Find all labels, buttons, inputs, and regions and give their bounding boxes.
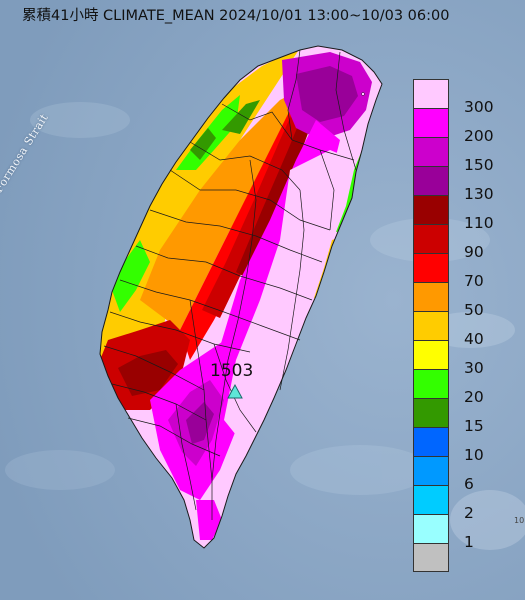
legend-label: 110 xyxy=(464,214,494,232)
legend-swatch xyxy=(413,224,449,253)
legend-label: 6 xyxy=(464,475,474,493)
station-value-label: 1503 xyxy=(210,361,254,381)
legend-swatch xyxy=(413,456,449,485)
band-20-west xyxy=(112,240,150,312)
legend-label: 1 xyxy=(464,533,474,551)
legend-swatch xyxy=(413,311,449,340)
legend-label: 70 xyxy=(464,272,484,290)
legend-label: 15 xyxy=(464,417,484,435)
band-110 xyxy=(236,106,316,280)
boundary-lines xyxy=(99,45,383,549)
legend-label: 50 xyxy=(464,301,484,319)
map-title: 累積41小時 CLIMATE_MEAN 2024/10/01 13:00~10/… xyxy=(22,8,450,24)
corner-mark: 10 xyxy=(514,516,525,525)
station-marker-icon xyxy=(227,383,243,399)
legend-label: 200 xyxy=(464,127,494,145)
legend-label: 40 xyxy=(464,330,484,348)
legend-label: 130 xyxy=(464,185,494,203)
legend-swatch xyxy=(413,137,449,166)
band-90 xyxy=(202,96,312,318)
legend-label: 150 xyxy=(464,156,494,174)
legend-label: 2 xyxy=(464,504,474,522)
band-15 xyxy=(190,128,216,160)
legend-swatch xyxy=(413,543,449,572)
legend-swatch xyxy=(413,340,449,369)
band-200-tip xyxy=(196,500,222,540)
band-130-ne xyxy=(296,66,358,122)
band-50 xyxy=(140,90,300,330)
band-130-south xyxy=(186,402,214,444)
legend-swatch xyxy=(413,195,449,224)
legend-swatch xyxy=(413,398,449,427)
legend-label: 30 xyxy=(464,359,484,377)
legend-swatch xyxy=(413,485,449,514)
legend-swatch xyxy=(413,166,449,195)
legend-swatch xyxy=(413,427,449,456)
legend-label: 300 xyxy=(464,98,494,116)
legend-swatch xyxy=(413,79,449,108)
legend-label: 20 xyxy=(464,388,484,406)
legend-swatch xyxy=(413,514,449,543)
legend-label: 10 xyxy=(464,446,484,464)
legend-swatch xyxy=(413,282,449,311)
band-15-b xyxy=(222,100,260,134)
band-300-east xyxy=(224,150,354,440)
legend-swatch xyxy=(413,108,449,137)
islet xyxy=(361,92,365,96)
legend-label: 90 xyxy=(464,243,484,261)
legend-swatch xyxy=(413,369,449,398)
color-legend: 300 200 150 130 110 90 70 50 40 30 20 15 10 6 2 1 xyxy=(413,79,523,572)
legend-swatch xyxy=(413,253,449,282)
band-110-sw xyxy=(118,350,178,396)
